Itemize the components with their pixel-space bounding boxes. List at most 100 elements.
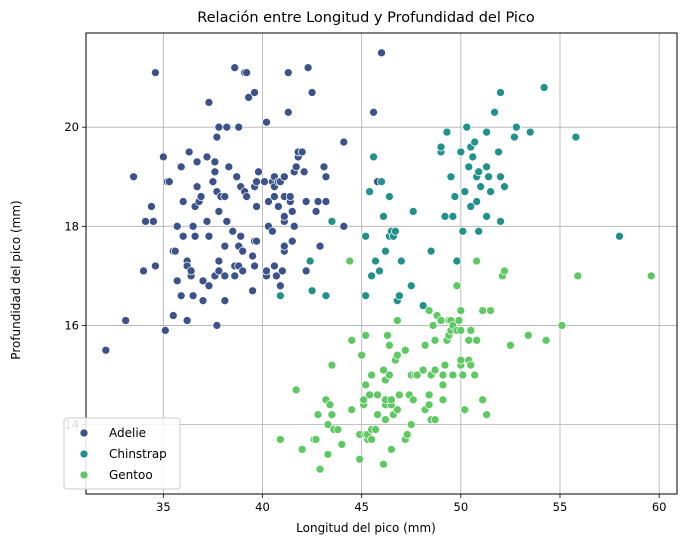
data-point-adelie	[147, 202, 156, 211]
data-point-adelie	[238, 246, 248, 256]
data-point-gentoo	[430, 415, 440, 424]
data-point-adelie	[301, 197, 311, 206]
data-point-gentoo	[478, 395, 487, 405]
data-point-adelie	[319, 162, 329, 172]
legend-items: Adelie Chinstrap Gentoo	[79, 426, 167, 482]
data-point-adelie	[214, 256, 224, 266]
data-point-chinstrap	[276, 291, 285, 301]
data-point-adelie	[129, 172, 138, 182]
data-point-gentoo	[359, 395, 369, 405]
data-point-adelie	[321, 172, 331, 182]
data-point-chinstrap	[408, 207, 418, 216]
data-point-adelie	[242, 68, 251, 78]
data-point-gentoo	[373, 390, 382, 400]
data-point-adelie	[224, 162, 234, 172]
data-point-adelie	[141, 217, 150, 226]
data-point-adelie	[279, 172, 289, 182]
data-point-gentoo	[315, 464, 325, 474]
data-point-adelie	[289, 221, 299, 231]
data-point-adelie	[321, 197, 331, 206]
data-point-chinstrap	[381, 246, 390, 256]
data-point-adelie	[202, 152, 212, 162]
data-point-adelie	[230, 271, 240, 281]
data-point-gentoo	[311, 435, 321, 444]
data-point-chinstrap	[379, 212, 388, 221]
data-point-chinstrap	[391, 226, 400, 236]
data-point-gentoo	[470, 370, 480, 380]
data-point-chinstrap	[375, 266, 384, 276]
legend: Adelie Chinstrap Gentoo	[63, 417, 181, 490]
data-point-gentoo	[448, 370, 458, 380]
data-point-adelie	[214, 122, 224, 132]
data-point-chinstrap	[472, 197, 482, 206]
data-point-gentoo	[379, 459, 388, 469]
data-point-chinstrap	[377, 177, 386, 187]
data-point-adelie	[232, 172, 242, 182]
data-point-gentoo	[454, 316, 464, 325]
y-tick-label: 18	[64, 219, 79, 233]
data-point-gentoo	[381, 415, 390, 424]
legend-marker-chinstrap	[79, 449, 89, 459]
data-point-adelie	[198, 296, 208, 306]
data-point-chinstrap	[327, 217, 337, 226]
data-point-gentoo	[291, 385, 301, 395]
data-point-chinstrap	[474, 226, 484, 236]
data-point-gentoo	[333, 425, 343, 434]
data-point-gentoo	[430, 335, 440, 345]
data-point-chinstrap	[456, 147, 466, 157]
data-point-chinstrap	[496, 172, 505, 182]
data-point-adelie	[254, 167, 263, 177]
data-point-chinstrap	[494, 147, 503, 157]
data-point-gentoo	[379, 365, 388, 375]
data-point-chinstrap	[321, 291, 331, 301]
x-axis-label: Longitud del pico (mm)	[296, 521, 436, 535]
data-point-adelie	[220, 271, 230, 281]
data-point-adelie	[168, 311, 178, 320]
data-point-gentoo	[456, 355, 466, 365]
legend-label-adelie: Adelie	[109, 426, 146, 440]
data-point-chinstrap	[496, 88, 505, 97]
data-point-gentoo	[327, 360, 337, 370]
data-point-adelie	[190, 231, 200, 241]
data-point-adelie	[188, 221, 198, 231]
chart-title: Relación entre Longitud y Profundidad de…	[197, 10, 535, 26]
data-point-gentoo	[438, 395, 448, 405]
legend-label-chinstrap: Chinstrap	[109, 447, 167, 461]
data-point-gentoo	[394, 390, 404, 400]
data-point-gentoo	[345, 256, 355, 266]
data-point-chinstrap	[476, 182, 486, 192]
data-point-chinstrap	[436, 142, 446, 152]
data-point-adelie	[170, 246, 180, 256]
data-point-adelie	[101, 345, 111, 355]
data-point-chinstrap	[470, 137, 480, 147]
data-point-gentoo	[383, 331, 392, 340]
legend-marker-gentoo	[79, 470, 89, 480]
data-point-adelie	[279, 241, 289, 251]
data-point-adelie	[220, 296, 230, 306]
data-point-gentoo	[557, 321, 567, 330]
data-point-gentoo	[436, 316, 446, 325]
data-point-gentoo	[541, 335, 551, 345]
data-point-gentoo	[456, 306, 466, 315]
data-point-adelie	[299, 167, 309, 177]
data-point-gentoo	[325, 400, 335, 410]
data-point-adelie	[377, 48, 386, 58]
data-point-chinstrap	[474, 167, 484, 177]
data-point-gentoo	[327, 410, 337, 420]
data-point-gentoo	[482, 410, 491, 420]
data-point-gentoo	[472, 335, 482, 345]
y-tick-label: 20	[64, 120, 79, 134]
data-point-adelie	[262, 266, 271, 276]
data-point-chinstrap	[418, 301, 428, 310]
data-point-gentoo	[323, 449, 333, 459]
data-point-gentoo	[373, 410, 382, 420]
data-point-adelie	[238, 266, 248, 276]
data-point-gentoo	[347, 335, 357, 345]
data-point-chinstrap	[464, 162, 474, 172]
data-point-gentoo	[438, 370, 448, 380]
data-point-adelie	[270, 192, 279, 201]
data-point-adelie	[285, 192, 295, 201]
data-point-gentoo	[337, 440, 347, 449]
data-point-gentoo	[573, 271, 583, 281]
data-point-adelie	[151, 261, 160, 271]
